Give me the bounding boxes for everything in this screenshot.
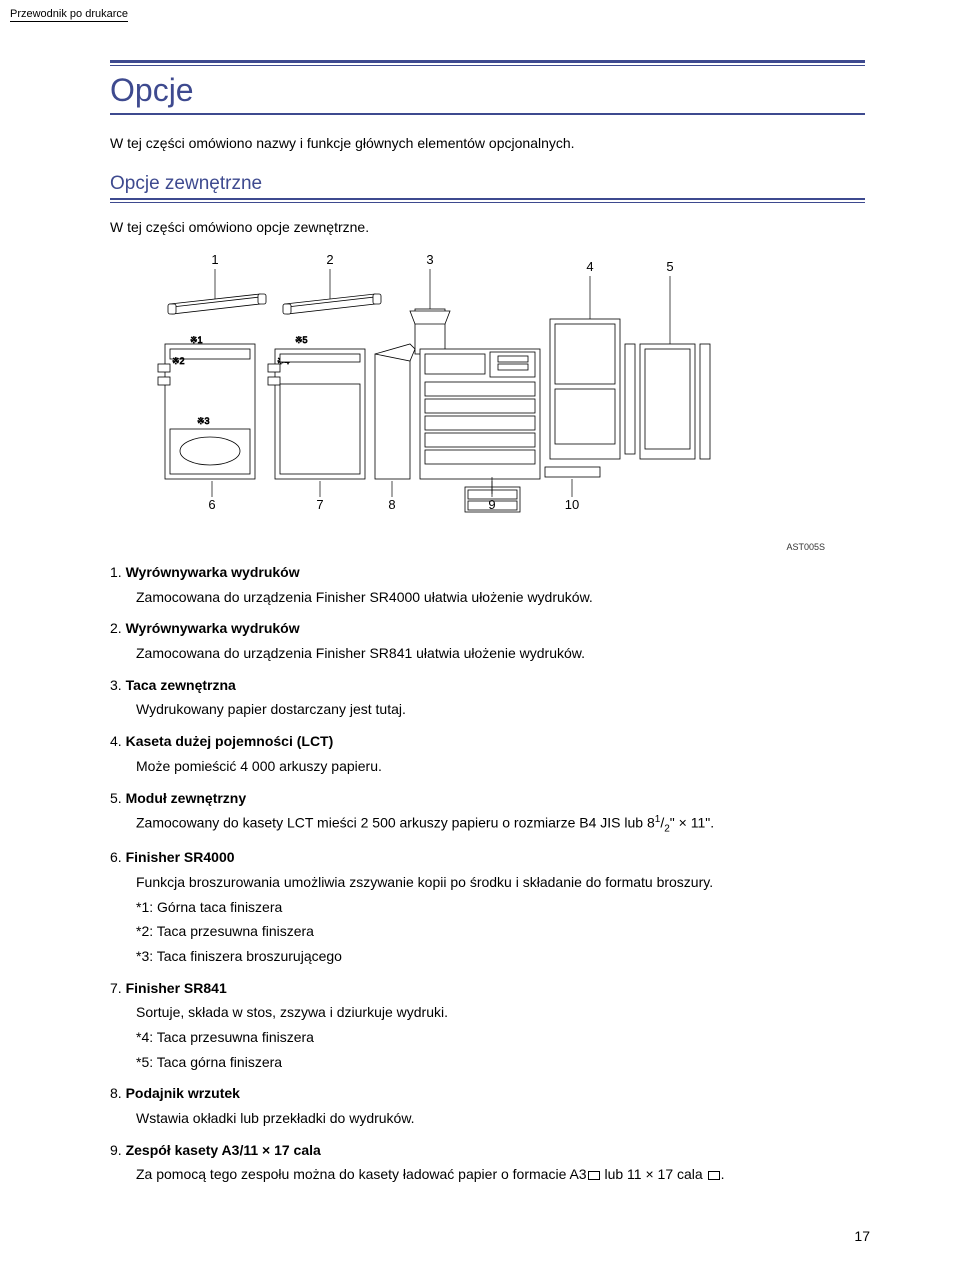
diagram-label: 4 — [586, 259, 593, 274]
diagram-label: 7 — [316, 497, 323, 512]
list-item: 5. Moduł zewnętrzny Zamocowany do kasety… — [110, 788, 865, 838]
item-label: Wyrównywarka wydruków — [126, 620, 300, 636]
item-desc: Może pomieścić 4 000 arkuszy papieru. — [136, 756, 865, 778]
item-number: 9. — [110, 1142, 122, 1158]
svg-text:※1: ※1 — [190, 335, 203, 345]
diagram-label: 1 — [211, 252, 218, 267]
list-item: 3. Taca zewnętrzna Wydrukowany papier do… — [110, 675, 865, 721]
list-item: 1. Wyrównywarka wydruków Zamocowana do u… — [110, 562, 865, 608]
list-item: 9. Zespół kasety A3/11 × 17 cala Za pomo… — [110, 1140, 865, 1186]
title-rule — [110, 65, 865, 66]
svg-text:※2: ※2 — [172, 356, 185, 366]
item-number: 5. — [110, 790, 122, 806]
diagram-label: 3 — [426, 252, 433, 267]
breadcrumb-text: Przewodnik po drukarce — [10, 8, 128, 20]
diagram-label: 6 — [208, 497, 215, 512]
subsection-intro: W tej części omówiono opcje zewnętrzne. — [110, 219, 865, 235]
title-rule — [110, 60, 865, 63]
diagram-code: AST005S — [110, 542, 825, 552]
list-item: 8. Podajnik wrzutek Wstawia okładki lub … — [110, 1083, 865, 1129]
item-desc: Zamocowana do urządzenia Finisher SR4000… — [136, 587, 865, 609]
item-desc: Wstawia okładki lub przekładki do wydruk… — [136, 1108, 865, 1130]
item-desc: Zamocowana do urządzenia Finisher SR841 … — [136, 643, 865, 665]
item-number: 3. — [110, 677, 122, 693]
item-sub: *1: Górna taca finiszera — [136, 897, 865, 919]
svg-text:※3: ※3 — [197, 416, 210, 426]
item-desc: Funkcja broszurowania umożliwia zszywani… — [136, 872, 865, 894]
orientation-icon — [708, 1171, 720, 1180]
breadcrumb: Przewodnik po drukarce — [10, 8, 128, 22]
list-item: 4. Kaseta dużej pojemności (LCT) Może po… — [110, 731, 865, 777]
item-label: Zespół kasety A3/11 × 17 cala — [126, 1142, 321, 1158]
diagram-label: 10 — [565, 497, 579, 512]
item-sub: *5: Taca górna finiszera — [136, 1052, 865, 1074]
item-label: Podajnik wrzutek — [126, 1085, 240, 1101]
page-number: 17 — [854, 1228, 870, 1244]
diagram-label: 8 — [388, 497, 395, 512]
item-label: Finisher SR841 — [126, 980, 227, 996]
item-number: 1. — [110, 564, 122, 580]
list-item: 6. Finisher SR4000 Funkcja broszurowania… — [110, 847, 865, 967]
page-content: Opcje W tej części omówiono nazwy i funk… — [110, 60, 865, 1196]
subsection-title: Opcje zewnętrzne — [110, 173, 865, 195]
diagram-label: 2 — [326, 252, 333, 267]
item-desc: Za pomocą tego zespołu można do kasety ł… — [136, 1164, 865, 1186]
printer-diagram: 1 2 3 4 5 — [110, 249, 730, 519]
item-sub: *3: Taca finiszera broszurującego — [136, 946, 865, 968]
item-label: Kaseta dużej pojemności (LCT) — [126, 733, 334, 749]
diagram-label: 9 — [488, 497, 495, 512]
item-number: 2. — [110, 620, 122, 636]
item-sub: *2: Taca przesuwna finiszera — [136, 921, 865, 943]
options-list: 1. Wyrównywarka wydruków Zamocowana do u… — [110, 562, 865, 1186]
svg-text:※5: ※5 — [295, 335, 308, 345]
item-label: Moduł zewnętrzny — [126, 790, 247, 806]
item-label: Taca zewnętrzna — [126, 677, 236, 693]
diagram-label: 5 — [666, 259, 673, 274]
item-label: Wyrównywarka wydruków — [126, 564, 300, 580]
item-desc: Wydrukowany papier dostarczany jest tuta… — [136, 699, 865, 721]
item-desc: Sortuje, składa w stos, zszywa i dziurku… — [136, 1002, 865, 1024]
page-title: Opcje — [110, 72, 865, 109]
list-item: 7. Finisher SR841 Sortuje, składa w stos… — [110, 978, 865, 1074]
item-sub: *4: Taca przesuwna finiszera — [136, 1027, 865, 1049]
item-number: 7. — [110, 980, 122, 996]
subsection-rule — [110, 202, 865, 203]
item-number: 4. — [110, 733, 122, 749]
item-desc: Zamocowany do kasety LCT mieści 2 500 ar… — [136, 812, 865, 837]
item-number: 6. — [110, 849, 122, 865]
list-item: 2. Wyrównywarka wydruków Zamocowana do u… — [110, 618, 865, 664]
orientation-icon — [588, 1171, 600, 1180]
item-number: 8. — [110, 1085, 122, 1101]
item-label: Finisher SR4000 — [126, 849, 235, 865]
intro-paragraph: W tej części omówiono nazwy i funkcje gł… — [110, 135, 865, 151]
subsection-rule — [110, 198, 865, 200]
title-rule — [110, 113, 865, 115]
